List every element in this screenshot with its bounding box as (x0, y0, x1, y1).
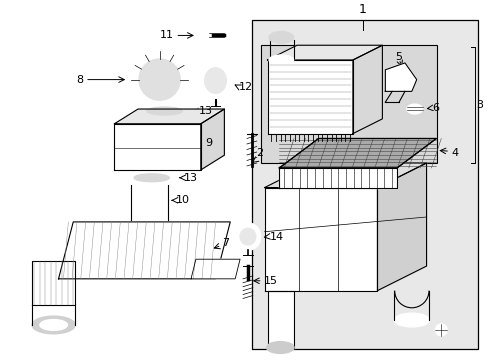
Polygon shape (201, 109, 224, 170)
Polygon shape (279, 168, 396, 188)
Text: 15: 15 (263, 276, 277, 286)
Ellipse shape (140, 105, 189, 117)
Polygon shape (385, 63, 416, 91)
Text: 2: 2 (255, 148, 263, 158)
Ellipse shape (131, 197, 168, 207)
Ellipse shape (127, 171, 176, 184)
Ellipse shape (40, 320, 67, 330)
Ellipse shape (131, 215, 168, 225)
Text: 5: 5 (394, 52, 401, 62)
Ellipse shape (268, 32, 293, 43)
Ellipse shape (131, 206, 168, 216)
Polygon shape (114, 124, 201, 170)
Ellipse shape (235, 223, 260, 250)
Polygon shape (59, 222, 230, 279)
Ellipse shape (146, 107, 182, 115)
Text: 8: 8 (76, 75, 83, 85)
Ellipse shape (131, 180, 168, 189)
Polygon shape (377, 163, 426, 291)
Polygon shape (114, 109, 224, 124)
Polygon shape (352, 45, 382, 134)
Ellipse shape (134, 174, 169, 182)
Text: 3: 3 (476, 100, 483, 110)
Ellipse shape (406, 104, 422, 114)
Ellipse shape (266, 342, 293, 354)
Text: 11: 11 (159, 31, 173, 40)
Text: 12: 12 (239, 82, 253, 93)
Polygon shape (267, 60, 352, 134)
Ellipse shape (268, 55, 293, 65)
Ellipse shape (204, 68, 226, 93)
Polygon shape (32, 261, 75, 305)
Ellipse shape (131, 189, 168, 198)
Ellipse shape (434, 324, 446, 336)
Ellipse shape (198, 61, 233, 100)
Polygon shape (279, 139, 435, 168)
Ellipse shape (32, 316, 75, 334)
Text: 7: 7 (222, 238, 229, 248)
Text: 10: 10 (176, 195, 190, 205)
Polygon shape (264, 188, 377, 291)
Text: 14: 14 (269, 231, 283, 242)
Ellipse shape (139, 59, 180, 100)
Ellipse shape (200, 28, 217, 42)
Text: 4: 4 (450, 148, 457, 158)
Text: 13: 13 (184, 173, 198, 183)
Text: 13: 13 (199, 106, 212, 116)
Bar (260, 45, 436, 163)
Text: 6: 6 (431, 103, 439, 113)
Polygon shape (191, 259, 240, 279)
Bar (251, 20, 477, 350)
Ellipse shape (393, 313, 428, 327)
Ellipse shape (240, 228, 255, 245)
Ellipse shape (127, 48, 191, 112)
Polygon shape (267, 291, 293, 350)
Text: 1: 1 (358, 3, 366, 16)
Text: 9: 9 (204, 138, 211, 148)
Polygon shape (264, 163, 426, 188)
Polygon shape (267, 45, 382, 60)
